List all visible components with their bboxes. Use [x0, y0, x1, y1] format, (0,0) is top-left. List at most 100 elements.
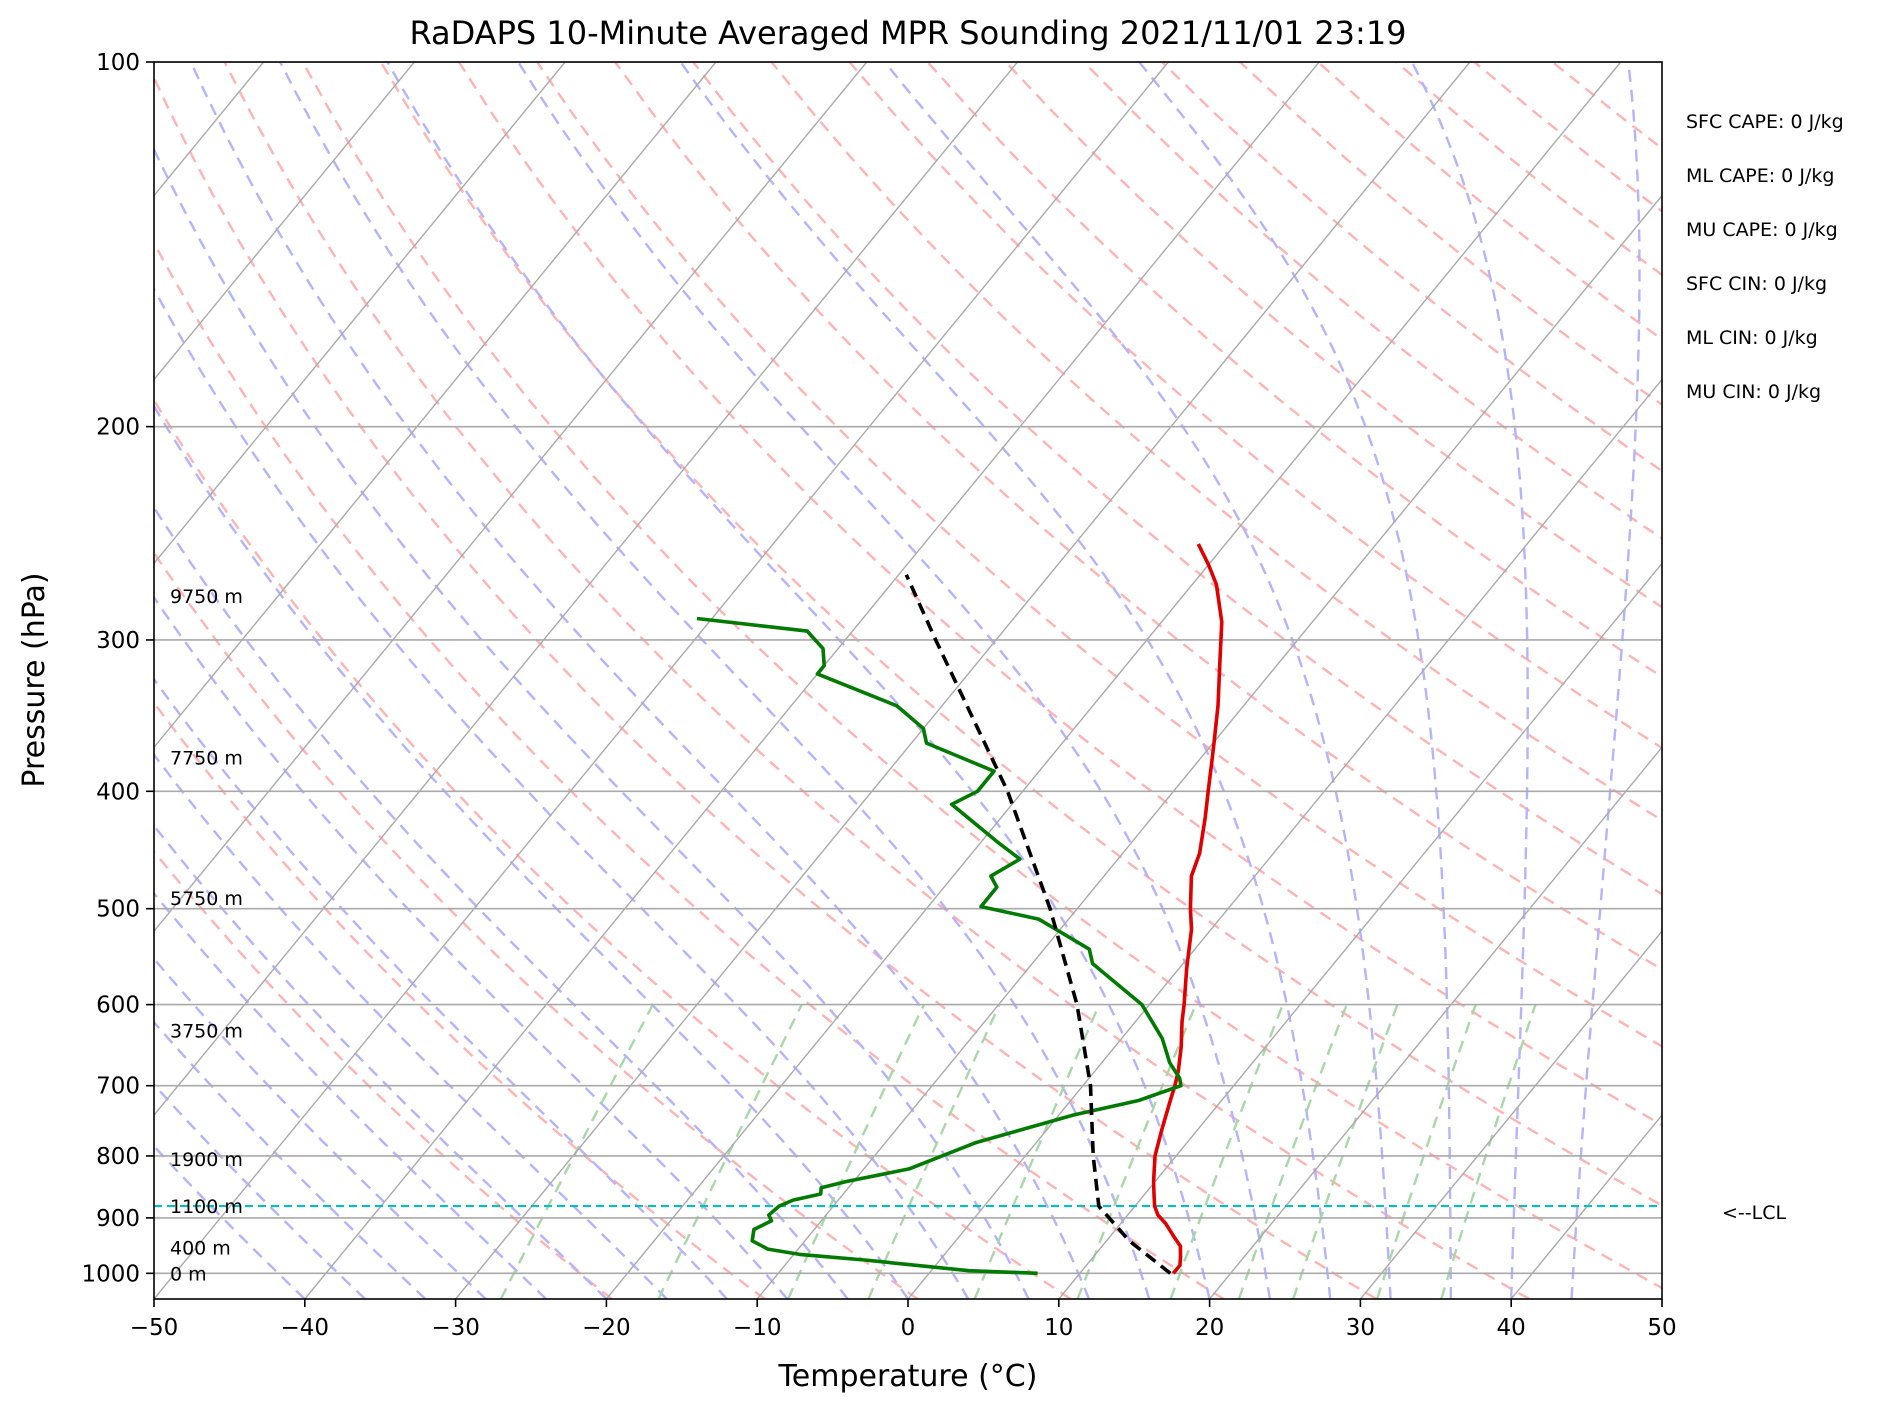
- mixing-ratio-line: [973, 1004, 1101, 1299]
- moist-adiabat-line: [517, 62, 1272, 1299]
- x-tick-label: 0: [901, 1315, 916, 1341]
- moist-adiabat-line: [154, 1082, 366, 1299]
- x-tick-label: 30: [1346, 1315, 1375, 1341]
- dry-adiabat-line: [1004, 62, 1662, 609]
- height-label: 1900 m: [170, 1149, 243, 1171]
- mixing-ratio-line: [499, 1004, 654, 1299]
- mixing-ratio-line: [657, 1004, 803, 1299]
- y-tick-label: 700: [96, 1074, 140, 1100]
- index-readout: SFC CAPE: 0 J/kg: [1686, 111, 1844, 133]
- index-readout: MU CIN: 0 J/kg: [1686, 381, 1821, 403]
- mixing-ratio-line: [867, 1004, 1001, 1299]
- isotherm-line: [154, 62, 868, 933]
- y-tick-label: 900: [96, 1206, 140, 1232]
- index-readout: MU CAPE: 0 J/kg: [1686, 219, 1838, 241]
- dry-adiabat-line: [457, 62, 1662, 1127]
- isotherm-line: [154, 62, 566, 565]
- x-tick-label: 10: [1044, 1315, 1073, 1341]
- x-tick-label: −20: [582, 1315, 631, 1341]
- y-tick-label: 800: [96, 1144, 140, 1170]
- index-readout: SFC CIN: 0 J/kg: [1686, 273, 1827, 295]
- moist-adiabat-line: [1570, 62, 1641, 1299]
- y-tick-label: 300: [96, 628, 140, 654]
- moist-adiabat-line: [154, 1144, 306, 1299]
- isotherm-line: [154, 62, 717, 749]
- moist-adiabat-line: [1138, 62, 1453, 1299]
- isotherm-line: [154, 62, 1169, 1299]
- dry-adiabat-line: [154, 700, 766, 1299]
- x-tick-label: −50: [130, 1315, 179, 1341]
- y-axis-label: Pressure (hPa): [17, 572, 52, 787]
- series-layer: [696, 543, 1224, 1276]
- dry-adiabat-line: [223, 62, 1530, 1299]
- isotherm-line: [154, 62, 415, 381]
- moist-adiabat-line: [154, 146, 1030, 1299]
- dry-adiabat-line: [379, 62, 1662, 1207]
- dry-adiabat-line: [692, 62, 1662, 896]
- moist-adiabat-line: [386, 62, 1211, 1299]
- height-label: 0 m: [170, 1263, 207, 1285]
- index-readout: ML CIN: 0 J/kg: [1686, 327, 1818, 349]
- isotherm-line: [1359, 930, 1662, 1299]
- dry-adiabat-line: [154, 849, 613, 1299]
- y-tick-label: 100: [96, 50, 140, 76]
- height-label: 5750 m: [170, 888, 243, 910]
- dry-adiabat-line: [154, 240, 1225, 1299]
- isotherm-line: [304, 62, 1320, 1299]
- height-label: 7750 m: [170, 747, 243, 769]
- moist-adiabat-line: [154, 956, 487, 1299]
- dry-adiabat-line: [536, 62, 1662, 1048]
- moist-adiabat-line: [154, 505, 849, 1299]
- moist-adiabat-line: [154, 891, 547, 1299]
- moist-adiabat-line: [154, 752, 668, 1299]
- x-tick-label: 40: [1497, 1315, 1526, 1341]
- moist-adiabat-line: [154, 823, 608, 1299]
- moist-adiabat-line: [1410, 62, 1529, 1299]
- x-tick-label: −40: [281, 1315, 330, 1341]
- mixing-ratio-line: [1237, 1004, 1348, 1299]
- isotherm-line: [605, 62, 1622, 1299]
- dewpoint-profile-line: [696, 616, 1183, 1276]
- mixing-ratio-line: [1375, 1004, 1477, 1299]
- moist-adiabat-line: [154, 403, 909, 1299]
- isotherm-line: [1209, 746, 1662, 1299]
- height-label: 400 m: [170, 1237, 231, 1259]
- height-label: 1100 m: [170, 1196, 243, 1218]
- index-readout: ML CAPE: 0 J/kg: [1686, 165, 1834, 187]
- y-tick-label: 1000: [81, 1261, 140, 1287]
- parcel-profile-line: [904, 573, 1172, 1275]
- y-tick-label: 400: [96, 779, 140, 805]
- height-label: 3750 m: [170, 1020, 243, 1042]
- moist-adiabat-line: [883, 62, 1392, 1299]
- isotherm-line: [455, 62, 1471, 1299]
- moist-adiabat-line: [189, 62, 1091, 1299]
- moist-adiabat-line: [154, 286, 970, 1299]
- mixing-ratio-line: [786, 1004, 925, 1299]
- height-label: 9750 m: [170, 586, 243, 608]
- moist-adiabat-line: [679, 62, 1332, 1299]
- isotherm-line: [756, 194, 1662, 1299]
- dry-adiabat-line: [154, 398, 1072, 1299]
- lcl-label: <--LCL: [1722, 1202, 1786, 1224]
- moist-adiabat-line: [279, 62, 1151, 1299]
- y-tick-label: 600: [96, 993, 140, 1019]
- x-tick-label: 20: [1195, 1315, 1224, 1341]
- mixing-ratio-line: [1440, 1004, 1537, 1299]
- isotherm-line: [907, 378, 1662, 1299]
- temperature-profile-line: [1151, 543, 1224, 1275]
- mixing-ratio-line: [1169, 1004, 1284, 1299]
- x-tick-label: −10: [733, 1315, 782, 1341]
- moist-adiabat-line: [154, 1020, 427, 1299]
- mixing-ratio-line: [1291, 1004, 1399, 1299]
- labels-layer: 0 m 400 m 1100 m 1900 m 3750 m 5750 m 7750 m 97…: [170, 111, 1844, 1285]
- x-tick-label: 50: [1647, 1315, 1676, 1341]
- ticks-layer: −50 −40 −30 −20 −10 0 10 20 30 40 50 100 200 300 400 50…: [81, 50, 1676, 1341]
- x-tick-label: −30: [431, 1315, 480, 1341]
- dry-adiabat-line: [770, 62, 1662, 822]
- dry-adiabat-line: [614, 62, 1662, 971]
- isotherm-line: [154, 62, 1019, 1117]
- dry-adiabat-line: [154, 550, 919, 1299]
- isotherm-line: [1058, 562, 1662, 1299]
- y-tick-label: 500: [96, 897, 140, 923]
